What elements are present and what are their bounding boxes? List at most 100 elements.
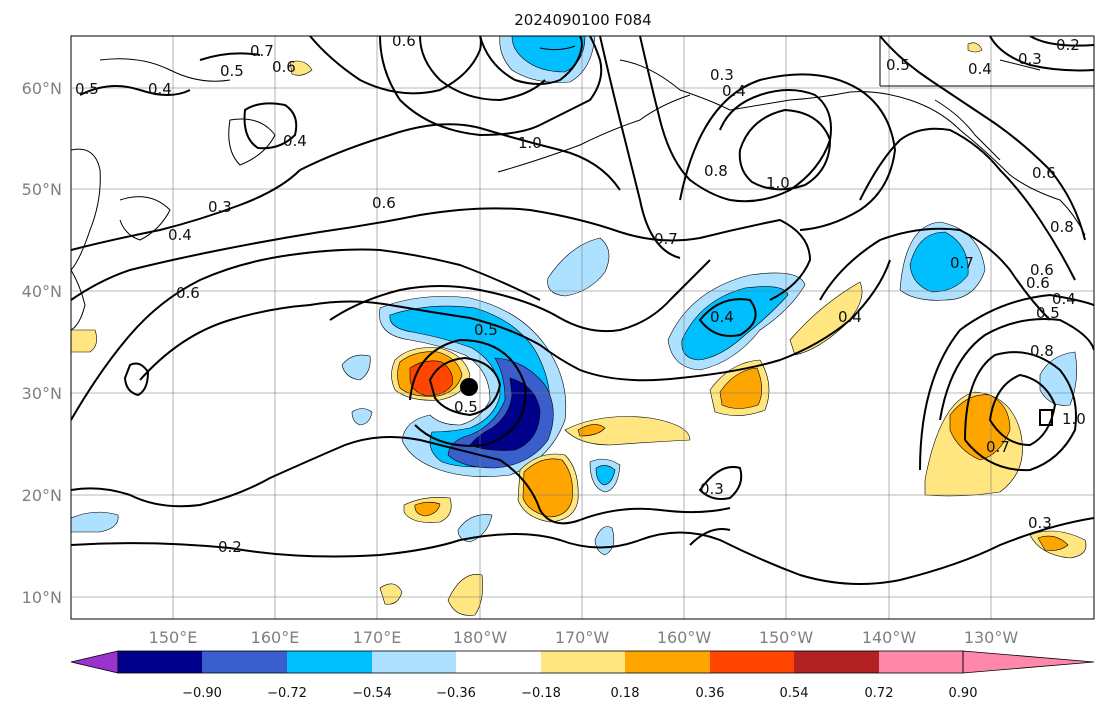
colorbar-extend-high — [962, 650, 1095, 674]
lon-label: 130°W — [964, 628, 1019, 647]
contour-label: 0.4 — [168, 226, 192, 244]
shade-light-blue — [71, 511, 119, 533]
shade-orange — [522, 458, 573, 518]
shade-light-blue — [457, 514, 493, 543]
contour-label: 0.4 — [283, 132, 307, 150]
colorbar-tick-label: 0.72 — [865, 686, 894, 701]
lon-label: 160°E — [251, 628, 300, 647]
contour-label: 0.4 — [968, 60, 992, 78]
lat-label: 30°N — [22, 384, 62, 403]
contour-label: 1.0 — [518, 134, 542, 152]
longitude-labels: 150°E 160°E 170°E 180°W 170°W 160°W 150°… — [149, 628, 1019, 647]
colorbar-tick-label: 0.90 — [949, 686, 978, 701]
shade-orange — [719, 367, 763, 409]
contour-label: 0.8 — [1050, 218, 1074, 236]
map-frame — [70, 35, 1095, 620]
colorbar-swatch — [118, 651, 202, 673]
shade-yellow — [447, 573, 483, 616]
contour-label: 0.4 — [838, 308, 862, 326]
contour-labels: 0.7 0.6 0.5 0.5 0.4 0.6 0.4 0.3 0.4 1.0 … — [75, 32, 1086, 556]
shade-navy — [469, 377, 541, 451]
lon-label: 180°W — [453, 628, 508, 647]
lat-label: 40°N — [22, 282, 62, 301]
colorbar-swatch — [202, 651, 287, 673]
shade-yellow — [289, 60, 313, 76]
shade-light-blue — [351, 408, 373, 426]
colorbar-swatch — [541, 651, 625, 673]
contour-label: 0.4 — [1052, 290, 1076, 308]
shade-yellow — [564, 416, 691, 446]
contour-label: 0.8 — [1030, 342, 1054, 360]
colorbar-swatch — [794, 651, 879, 673]
contour-label: 0.5 — [454, 398, 478, 416]
contour-label: 0.2 — [218, 538, 242, 556]
contour-label: 0.5 — [1036, 304, 1060, 322]
colorbar-tick-label: −0.72 — [267, 686, 307, 701]
contour-label: 0.6 — [272, 58, 296, 76]
lat-label: 10°N — [22, 588, 62, 607]
shade-blue — [595, 465, 616, 486]
contour-label: 0.6 — [372, 194, 396, 212]
lat-label: 60°N — [22, 79, 62, 98]
colorbar-tick-label: 0.54 — [780, 686, 809, 701]
contour-lines — [71, 36, 1094, 585]
lon-label: 170°W — [555, 628, 610, 647]
shade-orange — [1037, 535, 1069, 551]
lat-label: 50°N — [22, 180, 62, 199]
shade-light-blue — [547, 237, 610, 297]
contour-label: 0.3 — [1018, 50, 1042, 68]
contour-label: 0.5 — [886, 56, 910, 74]
colorbar-tick-label: −0.54 — [352, 686, 392, 701]
colorbar-frame — [117, 650, 964, 674]
contour-label: 0.3 — [710, 66, 734, 84]
shade-blue — [909, 231, 969, 293]
contour-label: 0.5 — [474, 321, 498, 339]
storm-center-dot — [460, 378, 478, 396]
lon-label: 170°E — [353, 628, 402, 647]
contour-label: 0.6 — [176, 284, 200, 302]
colorbar-tick-label: 0.18 — [611, 686, 640, 701]
colorbar-tick-label: 0.36 — [696, 686, 725, 701]
colorbar-extend-low — [70, 650, 119, 674]
colorbar-swatch — [456, 651, 541, 673]
shade-light-blue — [1039, 351, 1077, 406]
lon-label: 150°E — [149, 628, 198, 647]
shade-yellow — [967, 42, 983, 53]
shade-yellow — [379, 583, 403, 605]
colorbar-swatch — [287, 651, 372, 673]
colorbar-swatch — [879, 651, 963, 673]
map-title: 2024090100 F084 — [514, 11, 651, 29]
contour-label: 0.5 — [75, 80, 99, 98]
contour-label: 0.6 — [392, 32, 416, 50]
colorbar-tick-label: −0.36 — [436, 686, 476, 701]
gridlines — [71, 36, 1094, 619]
map-plot-area: 0.7 0.6 0.5 0.5 0.4 0.6 0.4 0.3 0.4 1.0 … — [71, 32, 1094, 619]
shade-orange — [577, 424, 606, 437]
contour-label: 0.3 — [700, 480, 724, 498]
contour-label: 0.4 — [710, 308, 734, 326]
colorbar-swatch — [710, 651, 794, 673]
contour-label: 0.3 — [208, 198, 232, 216]
colorbar-swatch — [625, 651, 710, 673]
contour-label: 0.6 — [1030, 261, 1054, 279]
contour-label: 0.4 — [148, 80, 172, 98]
colorbar-tick-label: −0.90 — [182, 686, 222, 701]
contour-label: 0.7 — [250, 42, 274, 60]
contour-label: 0.8 — [704, 162, 728, 180]
latitude-labels: 60°N 50°N 40°N 30°N 20°N 10°N — [22, 79, 62, 607]
colorbar: −0.90 −0.72 −0.54 −0.36 −0.18 0.18 0.36 … — [70, 650, 1095, 701]
contour-label: 0.7 — [654, 230, 678, 248]
coastlines — [71, 36, 1094, 331]
shade-light-blue — [341, 354, 371, 381]
contour-label: 0.2 — [1056, 36, 1080, 54]
contour-label: 0.4 — [722, 82, 746, 100]
lon-label: 150°W — [759, 628, 814, 647]
contour-label: 1.0 — [766, 174, 790, 192]
colorbar-swatch — [372, 651, 456, 673]
contour-label: 0.5 — [220, 62, 244, 80]
lat-label: 20°N — [22, 486, 62, 505]
contour-label: 0.7 — [950, 254, 974, 272]
contour-label: 0.6 — [1026, 274, 1050, 292]
shade-blue — [681, 286, 789, 361]
